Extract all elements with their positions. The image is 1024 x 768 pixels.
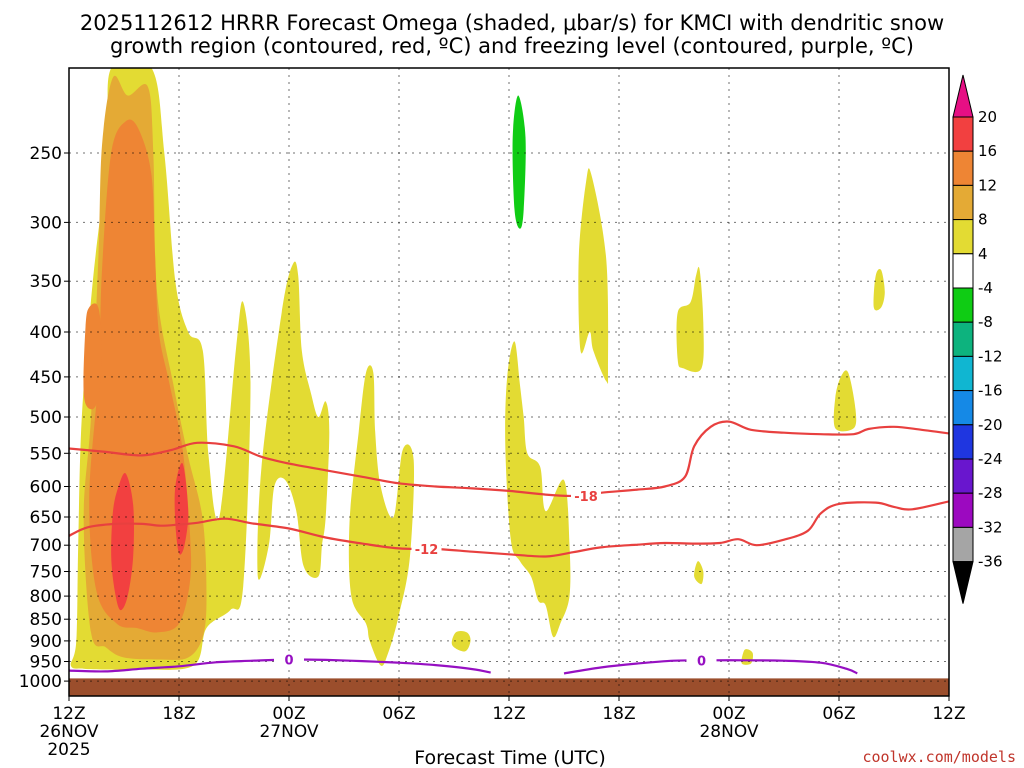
omega-region-16-14 [111, 473, 134, 611]
colorbar-box-5 [952, 253, 974, 289]
x-tick-label-48: 12Z [932, 704, 965, 724]
colorbar-label-5: -4 [978, 279, 993, 297]
omega-region-12-13 [83, 303, 102, 410]
colorbar-label-1: 16 [978, 142, 997, 160]
x-date-label-0: 26NOV [39, 722, 98, 742]
y-tick-label-700: 700 [30, 536, 62, 556]
omega-region-neg8-16 [512, 95, 526, 229]
y-tick-label-650: 650 [30, 508, 62, 528]
contour-labels: -18 -12 0 0 [274, 487, 717, 669]
contour-0-line-3 [563, 659, 858, 675]
y-tick-label-750: 750 [30, 563, 62, 583]
colorbar-label-9: -20 [978, 416, 1003, 434]
y-tick-label-350: 350 [30, 272, 62, 292]
omega-region-4-3 [505, 341, 571, 638]
colorbar-label-12: -32 [978, 518, 1003, 536]
omega-region-16-15 [174, 462, 189, 555]
y-tick-label-450: 450 [30, 368, 62, 388]
omega-region-4-6 [833, 370, 857, 432]
x-tick-label-30: 18Z [602, 704, 635, 724]
colorbar-label-10: -24 [978, 450, 1003, 468]
colorbar-label-6: -8 [978, 313, 993, 331]
y-tick-label-1000: 1000 [19, 672, 62, 692]
y-tick-label-950: 950 [30, 653, 62, 673]
contour-label-2: 0 [284, 654, 293, 669]
colorbar-box-13 [952, 526, 974, 563]
x-tick-label-42: 06Z [822, 704, 855, 724]
colorbar-label-7: -12 [978, 347, 1003, 365]
colorbar-box-12 [952, 492, 974, 528]
x-axis-label: Forecast Time (UTC) [414, 747, 605, 768]
x-date-label-12: 27NOV [259, 722, 318, 742]
colorbar-label-8: -16 [978, 382, 1003, 400]
y-tick-label-500: 500 [30, 408, 62, 428]
colorbar-box-10 [952, 424, 974, 460]
omega-region-4-7 [873, 268, 885, 311]
omega-region-4-1 [257, 261, 330, 580]
colorbar-box-4 [952, 219, 974, 255]
y-tick-label-300: 300 [30, 213, 62, 233]
x-tick-label-0: 12Z [52, 704, 85, 724]
y-tick-label-600: 600 [30, 478, 62, 498]
omega-region-4-2 [348, 365, 415, 666]
colorbar-label-4: 4 [978, 245, 988, 263]
contour-label-bg-0 [571, 487, 601, 504]
chart-title-line1: 2025112612 HRRR Forecast Omega (shaded, … [80, 11, 944, 35]
y-tick-label-850: 850 [30, 610, 62, 630]
credit-text: coolwx.com/models [862, 748, 1016, 766]
omega-region-4-8 [694, 561, 704, 585]
contour-label-bg-1 [411, 541, 442, 557]
colorbar-box-2 [952, 150, 974, 186]
colorbar-top-arrow [952, 74, 974, 118]
x-year-label-0: 2025 [47, 740, 90, 760]
omega-region-4-5 [676, 266, 704, 373]
colorbar-box-11 [952, 458, 974, 494]
colorbar-box-9 [952, 390, 974, 426]
y-tick-label-400: 400 [30, 323, 62, 343]
contour-label-1: -12 [415, 543, 439, 558]
colorbar-label-2: 12 [978, 176, 997, 194]
colorbar-box-8 [952, 355, 974, 392]
omega-region-4-4 [578, 168, 609, 384]
x-tick-label-6: 18Z [162, 704, 195, 724]
chart-title-line2: growth region (contoured, red, ºC) and f… [110, 34, 914, 58]
colorbar: 20 16 12 8 4 -4 -8 -12 -16 -20 -24 -28 -32 -36 [952, 74, 1003, 604]
contour-label-0: -18 [574, 490, 598, 505]
omega-region-4-9 [741, 649, 754, 665]
colorbar-box-3 [952, 184, 974, 221]
colorbar-box-6 [952, 287, 974, 323]
omega-shading-layer [70, 68, 885, 670]
colorbar-label-11: -28 [978, 484, 1003, 502]
y-tick-label-550: 550 [30, 444, 62, 464]
x-tick-label-24: 12Z [492, 704, 525, 724]
x-date-label-36: 28NOV [699, 722, 758, 742]
y-axis: 2503003504004505005506006507007508008509… [19, 144, 69, 692]
contour-label-bg-3 [686, 652, 717, 669]
colorbar-bottom-arrow [952, 561, 974, 604]
colorbar-box-1 [952, 116, 974, 152]
ground-surface [69, 678, 949, 696]
colorbar-label-3: 8 [978, 211, 988, 229]
contour-label-3: 0 [697, 654, 706, 669]
x-tick-label-18: 06Z [382, 704, 415, 724]
y-tick-label-800: 800 [30, 587, 62, 607]
colorbar-box-7 [952, 321, 974, 357]
contour-label-bg-2 [274, 651, 304, 668]
colorbar-label-0: 20 [978, 108, 997, 126]
contour--12-line-1 [69, 500, 949, 558]
y-tick-label-900: 900 [30, 632, 62, 652]
colorbar-label-13: -36 [978, 553, 1003, 571]
x-tick-label-12: 00Z [272, 704, 305, 724]
x-tick-label-36: 00Z [712, 704, 745, 724]
y-tick-label-250: 250 [30, 144, 62, 164]
